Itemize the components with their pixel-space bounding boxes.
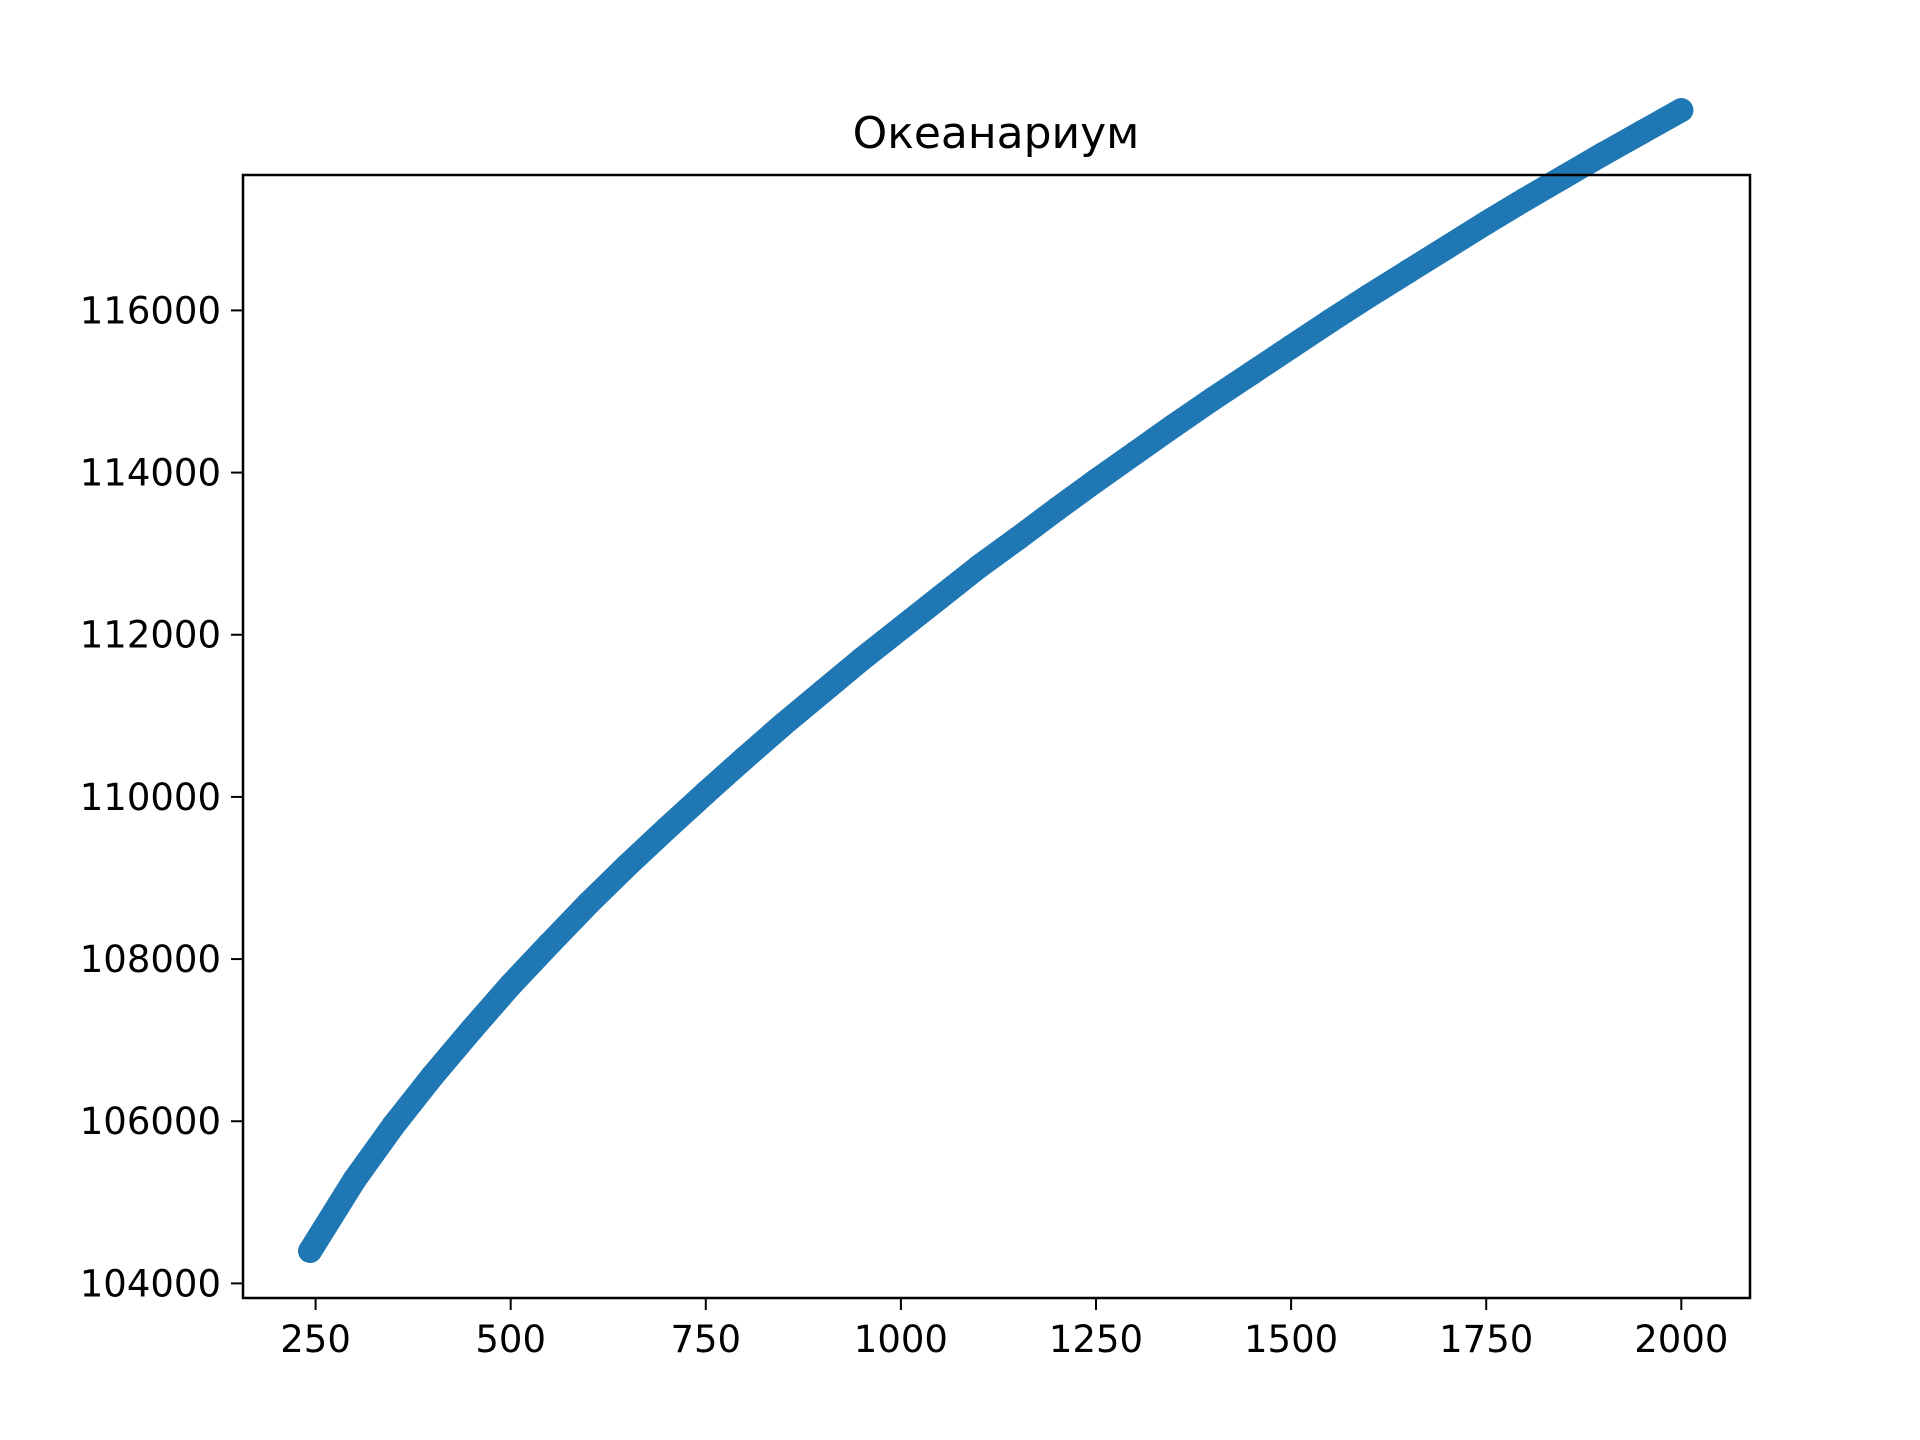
data-point <box>1396 259 1421 284</box>
x-tick-label: 750 <box>670 1318 741 1361</box>
data-point <box>498 973 523 998</box>
data-point <box>381 1113 406 1138</box>
data-point <box>615 853 640 878</box>
data-point <box>1318 308 1343 333</box>
data-point <box>1279 334 1304 359</box>
data-point <box>1552 164 1577 189</box>
data-point <box>1513 187 1538 212</box>
data-segment <box>298 1167 367 1263</box>
data-point <box>1005 526 1030 551</box>
data-point <box>459 1017 484 1042</box>
y-tick-label: 114000 <box>80 452 221 495</box>
data-point <box>732 745 757 770</box>
data-point <box>693 780 718 805</box>
x-tick-label: 1750 <box>1439 1318 1533 1361</box>
x-tick-label: 1500 <box>1244 1318 1338 1361</box>
x-tick-label: 1000 <box>854 1318 948 1361</box>
data-point <box>1201 386 1226 411</box>
data-point <box>298 1238 323 1263</box>
x-tick-label: 250 <box>280 1318 351 1361</box>
data-point <box>1630 120 1655 145</box>
data-point <box>1669 98 1694 123</box>
plot-frame <box>241 173 1752 1300</box>
data-point <box>927 585 952 610</box>
data-point <box>1591 141 1616 166</box>
data-marks <box>298 98 1694 1263</box>
y-tick-label: 104000 <box>80 1262 221 1305</box>
data-point <box>849 647 874 672</box>
y-tick-label: 112000 <box>80 614 221 657</box>
data-point <box>342 1167 367 1192</box>
y-tick-label: 108000 <box>80 938 221 981</box>
y-axis-ticks: 104000 106000 108000 110000 112000 114000 1160… <box>80 289 243 1305</box>
data-point <box>576 891 601 916</box>
x-tick-label: 2000 <box>1634 1318 1728 1361</box>
x-tick-label: 1250 <box>1049 1318 1143 1361</box>
y-tick-label: 106000 <box>80 1100 221 1143</box>
data-point <box>771 711 796 736</box>
data-point <box>1474 210 1499 235</box>
data-point <box>1044 497 1069 522</box>
data-point <box>1123 441 1148 466</box>
chart-title: Океанариум <box>853 108 1140 159</box>
y-tick-label: 110000 <box>80 776 221 819</box>
data-point <box>1240 360 1265 385</box>
data-point <box>537 931 562 956</box>
data-point <box>1435 235 1460 260</box>
data-point <box>654 816 679 841</box>
data-point <box>1357 283 1382 308</box>
data-point <box>966 554 991 579</box>
data-point <box>1084 468 1109 493</box>
y-tick-label: 116000 <box>80 289 221 332</box>
data-point <box>1162 413 1187 438</box>
x-tick-label: 500 <box>475 1318 546 1361</box>
x-axis-ticks: 250 500 750 1000 1250 1500 1750 2000 <box>280 1298 1728 1361</box>
data-point <box>810 679 835 704</box>
data-point <box>888 616 913 641</box>
data-point <box>420 1063 445 1088</box>
